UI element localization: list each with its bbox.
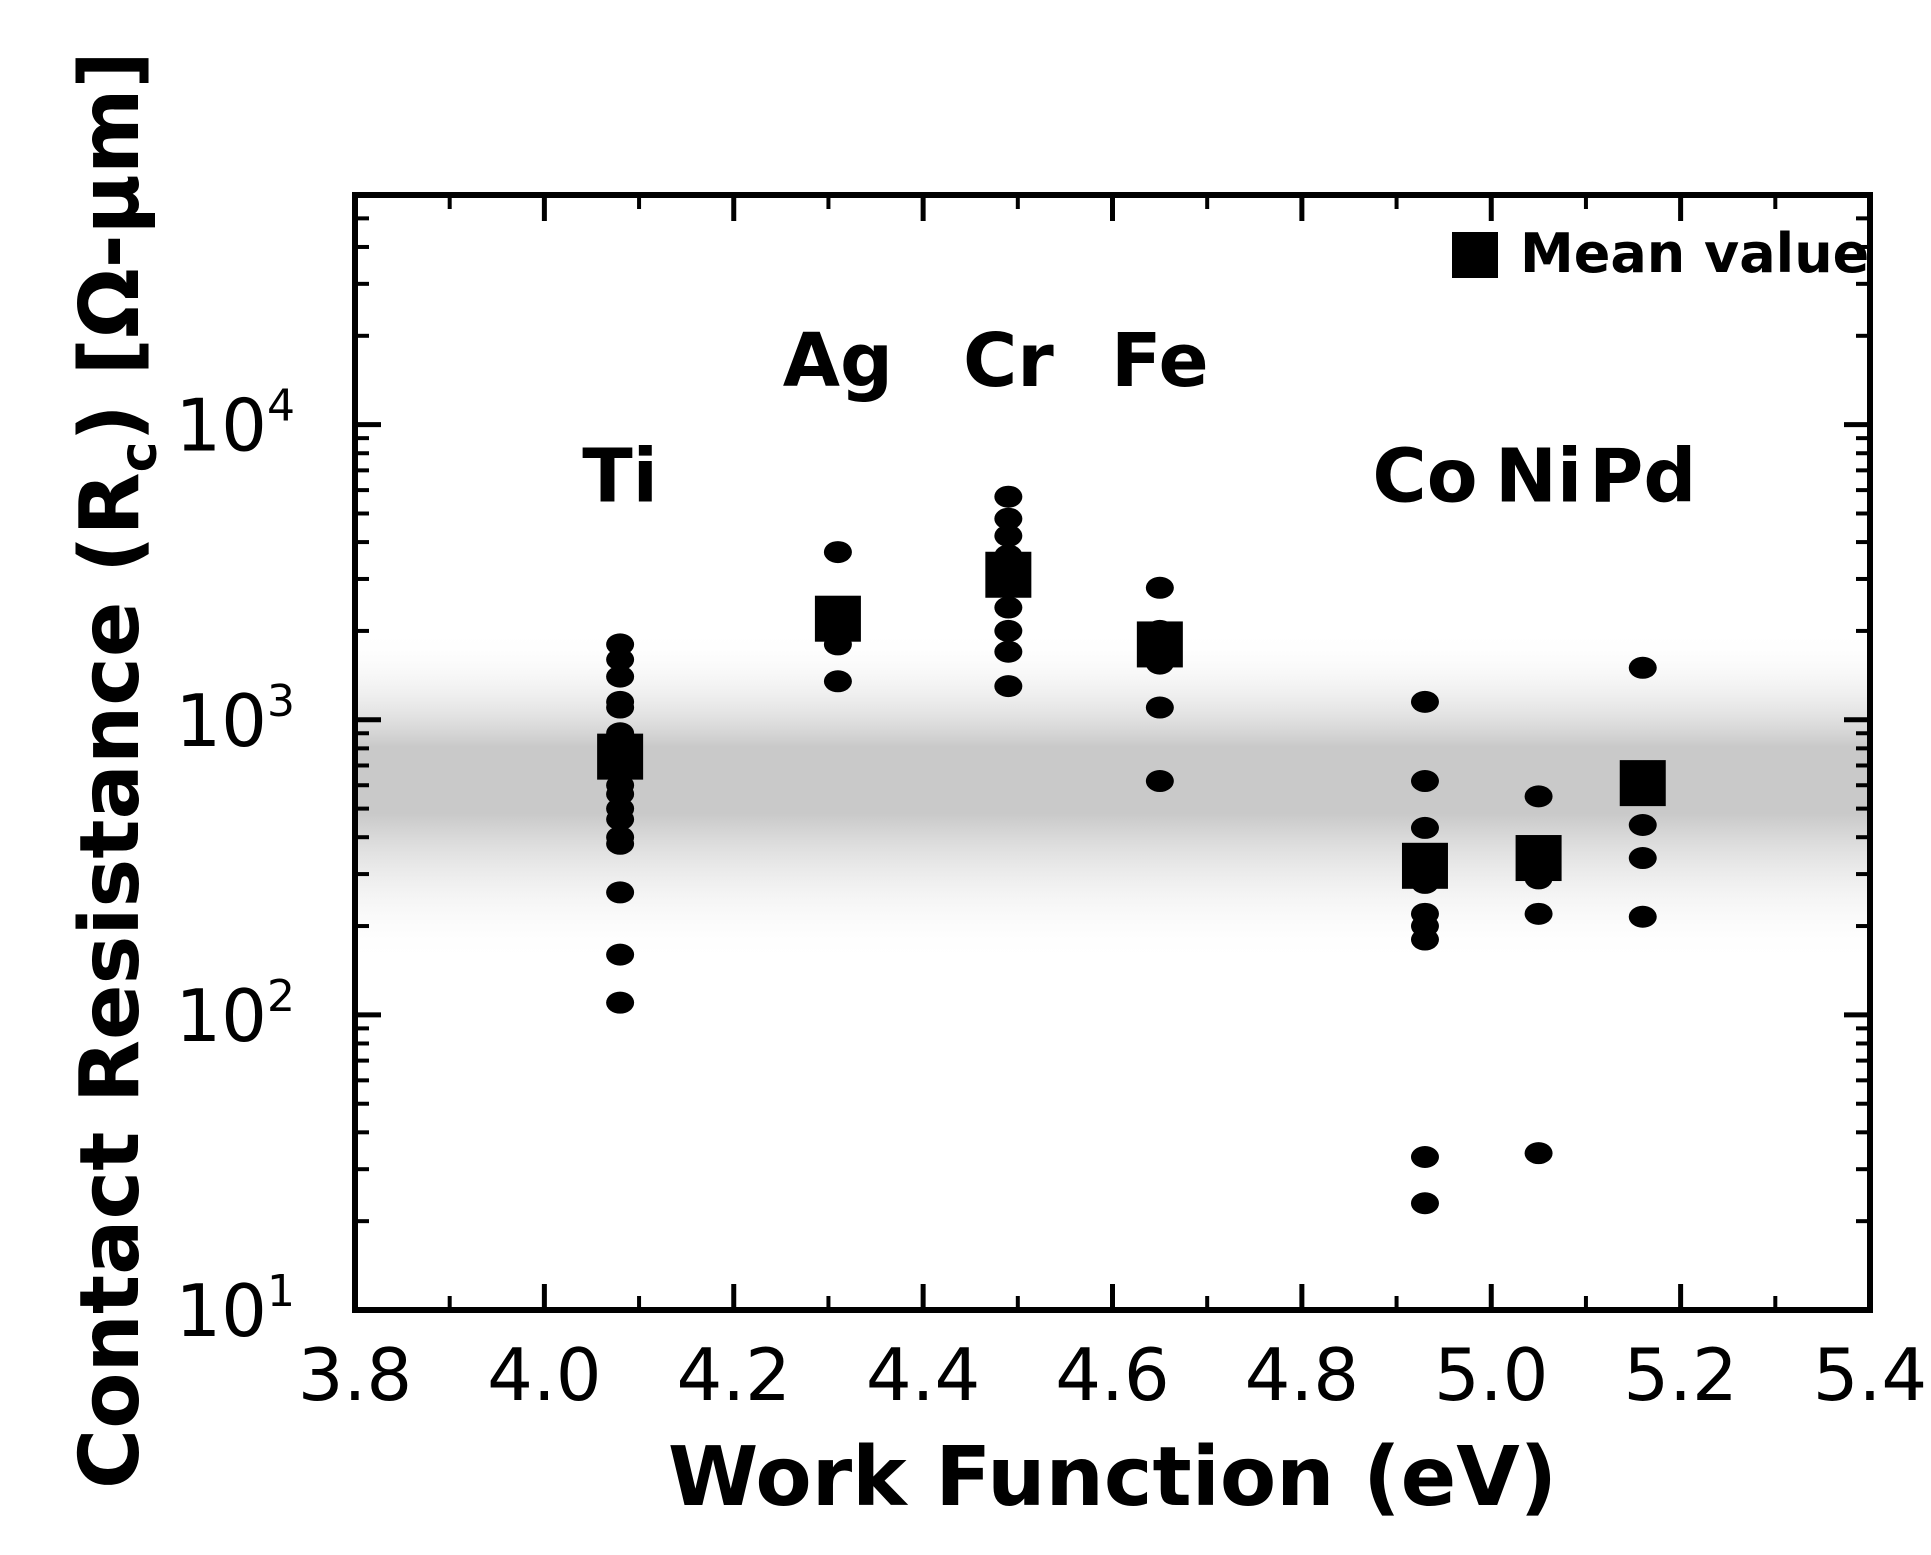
metal-label-co: Co bbox=[1372, 433, 1477, 519]
data-point-ti bbox=[606, 943, 635, 966]
data-point-pd bbox=[1628, 847, 1657, 870]
x-tick-label: 5.2 bbox=[1623, 1333, 1738, 1417]
data-point-ni bbox=[1524, 785, 1553, 808]
data-point-ti bbox=[606, 633, 635, 656]
data-point-cr bbox=[994, 485, 1023, 508]
x-tick-label: 5.0 bbox=[1434, 1333, 1549, 1417]
data-point-cr bbox=[994, 507, 1023, 530]
data-point-cr bbox=[994, 596, 1023, 619]
data-point-ag bbox=[823, 670, 852, 693]
data-point-cr bbox=[994, 619, 1023, 642]
x-tick-label: 4.0 bbox=[487, 1333, 602, 1417]
mean-marker-ag bbox=[814, 595, 861, 642]
data-point-ni bbox=[1524, 902, 1553, 925]
metal-label-pd: Pd bbox=[1589, 433, 1696, 519]
mean-marker-fe bbox=[1136, 621, 1183, 668]
data-point-ti bbox=[606, 808, 635, 831]
data-point-co bbox=[1410, 1192, 1439, 1215]
data-point-ti bbox=[606, 991, 635, 1014]
data-point-co bbox=[1410, 816, 1439, 839]
legend-mean-marker bbox=[1452, 232, 1498, 278]
data-point-ti bbox=[606, 832, 635, 855]
x-tick-label: 4.6 bbox=[1055, 1333, 1170, 1417]
x-axis-title: Work Function (eV) bbox=[668, 1430, 1557, 1525]
legend-label: Mean value bbox=[1520, 222, 1869, 285]
mean-marker-co bbox=[1401, 842, 1448, 889]
data-point-fe bbox=[1145, 576, 1174, 599]
data-point-co bbox=[1410, 690, 1439, 713]
data-point-co bbox=[1410, 1145, 1439, 1168]
data-point-pd bbox=[1628, 656, 1657, 679]
y-tick-label: 101 bbox=[175, 1266, 295, 1353]
mean-marker-pd bbox=[1619, 760, 1666, 807]
x-tick-label: 4.8 bbox=[1245, 1333, 1360, 1417]
data-point-ti bbox=[606, 881, 635, 904]
y-axis-title: Contact Resistance (Rc) [Ω-μm] bbox=[63, 51, 169, 1489]
plot-frame bbox=[352, 192, 1873, 1313]
data-point-cr bbox=[994, 640, 1023, 663]
metal-label-cr: Cr bbox=[963, 318, 1054, 404]
y-tick-label: 103 bbox=[175, 676, 295, 763]
data-point-ti bbox=[606, 665, 635, 688]
metal-label-fe: Fe bbox=[1111, 318, 1209, 404]
data-point-fe bbox=[1145, 696, 1174, 719]
data-point-cr bbox=[994, 675, 1023, 698]
mean-marker-ni bbox=[1515, 835, 1562, 882]
x-tick-label: 4.2 bbox=[676, 1333, 791, 1417]
data-point-fe bbox=[1145, 770, 1174, 793]
data-point-pd bbox=[1628, 813, 1657, 836]
y-tick-label: 104 bbox=[175, 381, 295, 468]
mean-marker-ti bbox=[597, 733, 644, 780]
legend: Mean value bbox=[1452, 222, 1869, 285]
metal-label-ag: Ag bbox=[783, 318, 893, 404]
mean-marker-cr bbox=[985, 551, 1032, 598]
x-tick-label: 4.4 bbox=[866, 1333, 981, 1417]
x-tick-label: 3.8 bbox=[298, 1333, 413, 1417]
data-point-pd bbox=[1628, 905, 1657, 928]
metal-label-ni: Ni bbox=[1495, 433, 1582, 519]
data-point-co bbox=[1410, 928, 1439, 951]
y-tick-label: 102 bbox=[175, 971, 295, 1058]
x-tick-label: 5.4 bbox=[1813, 1333, 1928, 1417]
data-point-ni bbox=[1524, 1142, 1553, 1165]
metal-label-ti: Ti bbox=[582, 433, 658, 519]
data-point-ag bbox=[823, 541, 852, 564]
data-point-cr bbox=[994, 524, 1023, 547]
data-point-ti bbox=[606, 696, 635, 719]
data-point-ti bbox=[606, 648, 635, 671]
data-point-co bbox=[1410, 770, 1439, 793]
